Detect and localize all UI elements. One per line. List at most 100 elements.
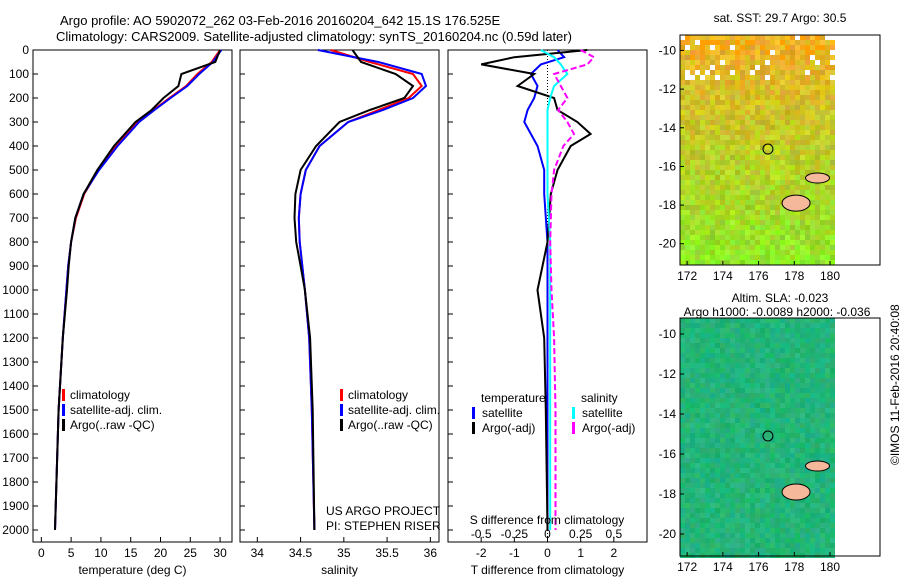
map-cell [820, 230, 825, 235]
map-cell [775, 260, 780, 265]
map-cell [805, 438, 810, 443]
map-cell [765, 393, 770, 398]
map-cell [755, 115, 760, 120]
map-cell [705, 60, 710, 65]
map-cell [710, 353, 715, 358]
map-cell [795, 100, 800, 105]
map-cell [680, 423, 685, 428]
map-cell [720, 215, 725, 220]
map-cell [770, 210, 775, 215]
map-cell [815, 453, 820, 458]
map-cell [790, 100, 795, 105]
map-cell [680, 210, 685, 215]
map-cell [750, 155, 755, 160]
map-cell [745, 478, 750, 483]
map-cell [710, 95, 715, 100]
map-cell [705, 348, 710, 353]
map-cell [810, 230, 815, 235]
map-cell [735, 165, 740, 170]
map-cell [705, 170, 710, 175]
map-cell [700, 378, 705, 383]
map-cell [770, 428, 775, 433]
map-cell [775, 473, 780, 478]
map-cell [720, 388, 725, 393]
map-cell [685, 215, 690, 220]
map-cell [825, 343, 830, 348]
map-cell [795, 343, 800, 348]
map-cell [745, 240, 750, 245]
map-cell [705, 190, 710, 195]
map-cell [685, 225, 690, 230]
map-cell [820, 443, 825, 448]
map-cell [780, 175, 785, 180]
map-cell [685, 140, 690, 145]
map-cell [725, 348, 730, 353]
map-cell [790, 498, 795, 503]
map-lat-label: -12 [659, 367, 677, 381]
map-cell [815, 130, 820, 135]
map-cell [720, 230, 725, 235]
map-cell [805, 393, 810, 398]
map-cell [740, 225, 745, 230]
map-cell [820, 343, 825, 348]
map-cell [755, 493, 760, 498]
map-cell [800, 90, 805, 95]
map-cell [715, 175, 720, 180]
map-cell [710, 35, 715, 40]
map-cell [785, 468, 790, 473]
map-cell [715, 438, 720, 443]
map-cell [730, 413, 735, 418]
map-cell [780, 333, 785, 338]
map-cell [730, 488, 735, 493]
map-cell [815, 250, 820, 255]
map-cell [680, 508, 685, 513]
map-cell [770, 388, 775, 393]
map-cell [760, 473, 765, 478]
map-cell [775, 488, 780, 493]
map-cell [710, 215, 715, 220]
map-cell [735, 210, 740, 215]
map-cell [685, 428, 690, 433]
map-cell [700, 90, 705, 95]
map-cell [820, 160, 825, 165]
map-cell [700, 65, 705, 70]
map-cell [730, 418, 735, 423]
map-cell [780, 413, 785, 418]
map-cell [825, 483, 830, 488]
map-cell [720, 165, 725, 170]
map-cell [800, 503, 805, 508]
map-cell [715, 508, 720, 513]
map-cell [715, 353, 720, 358]
map-cell [735, 338, 740, 343]
map-cell [700, 80, 705, 85]
map-cell [830, 180, 835, 185]
map-cell [755, 180, 760, 185]
map-subtitle: Argo h1000: -0.0089 h2000: -0.036 [684, 305, 871, 319]
map-cell [680, 443, 685, 448]
map-cell [710, 333, 715, 338]
map-cell [795, 468, 800, 473]
map-cell [775, 215, 780, 220]
map-cell [760, 190, 765, 195]
map-cell [785, 508, 790, 513]
map-cell [785, 150, 790, 155]
legend-swatch [472, 407, 475, 419]
map-cell [715, 40, 720, 45]
map-cell [800, 240, 805, 245]
map-cell [820, 235, 825, 240]
map-cell [695, 120, 700, 125]
map-cell [805, 95, 810, 100]
map-cell [695, 255, 700, 260]
map-cell [735, 215, 740, 220]
map-cell [815, 388, 820, 393]
map-cell [790, 503, 795, 508]
map-cell [830, 473, 835, 478]
map-cell [765, 95, 770, 100]
map-cell [750, 443, 755, 448]
map-cell [710, 408, 715, 413]
map-cell [755, 215, 760, 220]
map-cell [740, 463, 745, 468]
map-cell [710, 378, 715, 383]
map-cell [735, 373, 740, 378]
map-cell [685, 50, 690, 55]
